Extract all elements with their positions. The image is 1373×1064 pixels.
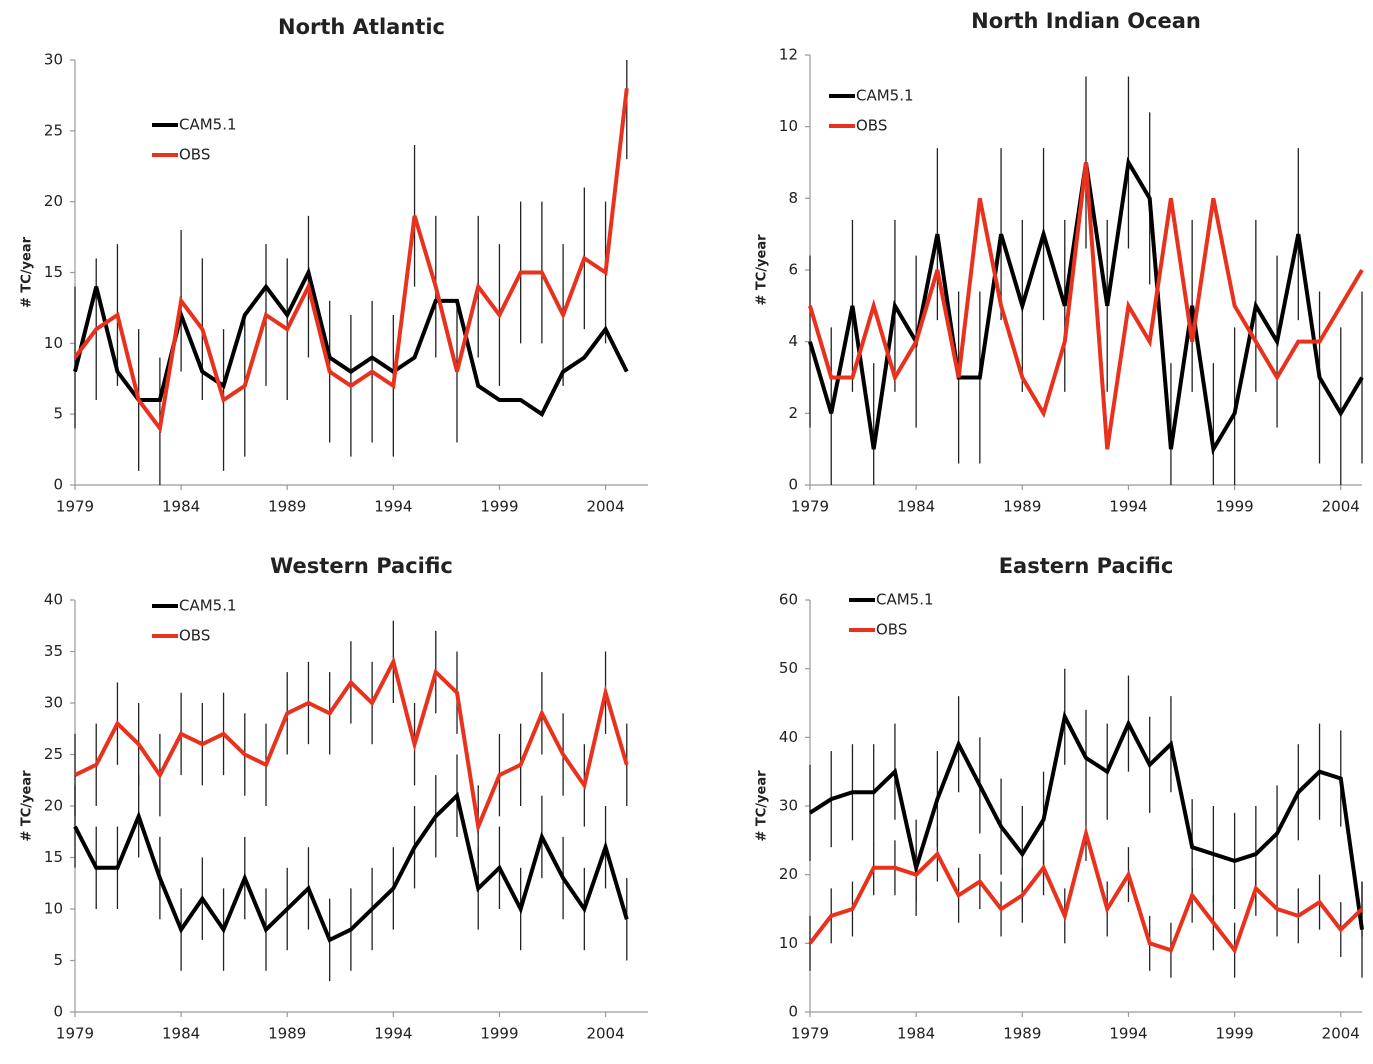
- y-tick-label: 20: [779, 865, 798, 883]
- x-tick-label: 1979: [791, 1025, 829, 1043]
- x-tick-label: 2004: [586, 498, 624, 516]
- chart-title: North Atlantic: [278, 15, 445, 39]
- y-axis-label: # TC/year: [755, 770, 770, 842]
- y-tick-label: 4: [788, 332, 798, 350]
- y-tick-label: 0: [788, 1003, 798, 1021]
- y-tick-label: 2: [788, 404, 798, 422]
- x-tick-label: 1999: [480, 498, 518, 516]
- y-tick-label: 5: [53, 951, 63, 969]
- x-tick-label: 2004: [586, 1025, 624, 1043]
- series-line: [808, 825, 1364, 955]
- x-tick-label: 1989: [268, 1025, 306, 1043]
- legend-label: OBS: [876, 621, 907, 639]
- legend-label: CAM5.1: [179, 597, 237, 615]
- series-line: [808, 162, 1364, 450]
- x-tick-label: 1984: [162, 498, 200, 516]
- y-tick-label: 60: [779, 591, 798, 609]
- y-tick-label: 8: [788, 189, 798, 207]
- y-tick-label: 50: [779, 659, 798, 677]
- y-axis-label: # TC/year: [20, 770, 35, 842]
- x-tick-label: 1989: [1003, 1025, 1041, 1043]
- y-tick-label: 10: [44, 334, 63, 352]
- x-tick-label: 1994: [374, 498, 412, 516]
- x-tick-label: 1999: [1216, 498, 1254, 516]
- x-tick-label: 2004: [1322, 1025, 1360, 1043]
- y-tick-label: 35: [44, 642, 63, 660]
- y-tick-label: 10: [779, 117, 798, 135]
- x-tick-label: 2004: [1322, 498, 1360, 516]
- x-tick-label: 1984: [162, 1025, 200, 1043]
- legend-label: CAM5.1: [876, 591, 934, 609]
- x-tick-label: 1994: [1109, 498, 1147, 516]
- x-tick-label: 1979: [791, 498, 829, 516]
- y-tick-label: 40: [779, 728, 798, 746]
- y-tick-label: 20: [44, 797, 63, 815]
- y-tick-label: 40: [44, 591, 63, 609]
- y-tick-label: 30: [44, 694, 63, 712]
- legend-label: CAM5.1: [856, 87, 914, 105]
- y-tick-label: 0: [53, 1003, 63, 1021]
- chart-title: Eastern Pacific: [999, 554, 1174, 578]
- y-tick-label: 10: [779, 934, 798, 952]
- series-line: [73, 266, 629, 418]
- y-axis-label: # TC/year: [755, 234, 770, 306]
- legend-label: OBS: [856, 117, 887, 135]
- x-tick-label: 1994: [1109, 1025, 1147, 1043]
- x-tick-label: 1999: [480, 1025, 518, 1043]
- y-tick-label: 12: [779, 46, 798, 64]
- chart-title: North Indian Ocean: [971, 9, 1201, 33]
- y-tick-label: 25: [44, 121, 63, 139]
- y-tick-label: 25: [44, 745, 63, 763]
- y-tick-label: 0: [53, 476, 63, 494]
- series-line: [73, 791, 629, 943]
- series-line: [74, 656, 629, 834]
- y-tick-label: 30: [44, 51, 63, 69]
- x-tick-label: 1984: [897, 498, 935, 516]
- x-tick-label: 1989: [268, 498, 306, 516]
- x-tick-label: 1979: [56, 498, 94, 516]
- y-tick-label: 6: [788, 261, 798, 279]
- y-axis-label: # TC/year: [20, 236, 35, 308]
- y-tick-label: 15: [44, 263, 63, 281]
- y-tick-label: 0: [788, 476, 798, 494]
- y-tick-label: 20: [44, 192, 63, 210]
- y-tick-label: 5: [53, 405, 63, 423]
- legend-label: OBS: [179, 146, 210, 164]
- x-tick-label: 1979: [56, 1025, 94, 1043]
- legend-label: CAM5.1: [179, 116, 237, 134]
- series-line: [73, 88, 629, 434]
- x-tick-label: 1999: [1216, 1025, 1254, 1043]
- legend-label: OBS: [179, 627, 210, 645]
- series-line: [808, 710, 1364, 930]
- x-tick-label: 1989: [1003, 498, 1041, 516]
- x-tick-label: 1994: [374, 1025, 412, 1043]
- y-tick-label: 10: [44, 900, 63, 918]
- chart-title: Western Pacific: [270, 554, 453, 578]
- y-tick-label: 15: [44, 848, 63, 866]
- y-tick-label: 30: [779, 797, 798, 815]
- x-tick-label: 1984: [897, 1025, 935, 1043]
